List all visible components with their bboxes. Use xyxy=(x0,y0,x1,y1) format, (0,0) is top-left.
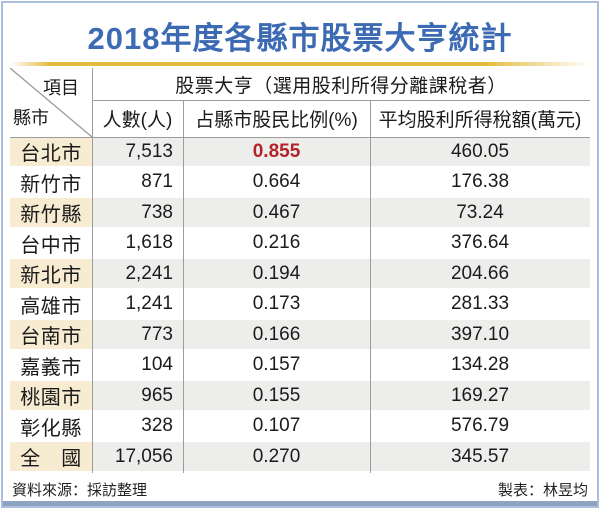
cell-ratio: 0.173 xyxy=(252,293,301,314)
cell-region: 新北市 xyxy=(10,259,92,288)
cell-region: 彰化縣 xyxy=(20,417,82,440)
cell-count: 965 xyxy=(92,381,183,410)
cell-count: 1,241 xyxy=(125,293,173,314)
cell-ratio: 0.107 xyxy=(252,415,301,436)
cell-region: 台北市 xyxy=(10,137,92,166)
table-row: 台南市 773 0.166 397.10 xyxy=(10,320,590,351)
footer: 資料來源：採訪整理 製表：林昱均 xyxy=(12,479,588,500)
cell-count: 773 xyxy=(92,320,183,349)
column-header-count: 人數(人) xyxy=(102,110,173,131)
cell-count: 104 xyxy=(141,354,173,375)
cell-region: 台南市 xyxy=(10,320,92,349)
cell-avg: 204.66 xyxy=(370,259,590,288)
cell-avg: 176.38 xyxy=(450,171,510,192)
source-note: 資料來源：採訪整理 xyxy=(12,482,148,499)
table-row: 新竹縣 738 0.467 73.24 xyxy=(10,198,590,229)
table-row: 嘉義市 104 0.157 134.28 xyxy=(10,351,590,381)
cell-region: 台中市 xyxy=(20,234,82,257)
grid-line-vertical xyxy=(183,100,184,473)
table-body: 台北市 7,513 0.855 460.05 新竹市 871 0.664 176.38 新竹縣 7… xyxy=(10,137,590,473)
cell-region: 新竹縣 xyxy=(10,198,92,227)
grid-line-horizontal xyxy=(10,137,590,138)
cell-region: 桃園市 xyxy=(10,381,92,410)
credit-note: 製表：林昱均 xyxy=(497,482,588,499)
table-row: 全 國 17,056 0.270 345.57 xyxy=(10,442,590,473)
cell-count: 738 xyxy=(92,198,183,227)
cell-ratio: 0.194 xyxy=(183,259,370,288)
grid-line-horizontal xyxy=(92,100,590,101)
cell-avg: 397.10 xyxy=(370,320,590,349)
table-row: 桃園市 965 0.155 169.27 xyxy=(10,381,590,412)
stats-table: 項目 縣市 股票大亨（選用股利所得分離課稅者） 人數(人) 占縣市股民比例(%)… xyxy=(10,68,590,473)
cell-region: 新竹市 xyxy=(20,173,82,196)
cell-ratio: 0.270 xyxy=(183,442,370,471)
table-row: 彰化縣 328 0.107 576.79 xyxy=(10,412,590,442)
corner-header-cell: 項目 縣市 xyxy=(10,68,92,137)
cell-ratio: 0.216 xyxy=(252,232,301,253)
cell-count: 2,241 xyxy=(92,259,183,288)
cell-count: 328 xyxy=(141,415,173,436)
cell-region: 嘉義市 xyxy=(20,356,82,379)
column-header-avg-tax: 平均股利所得稅額(萬元) xyxy=(378,110,582,131)
cell-avg: 281.33 xyxy=(450,293,510,314)
table-row: 台北市 7,513 0.855 460.05 xyxy=(10,137,590,168)
cell-avg: 376.64 xyxy=(450,232,510,253)
column-header-ratio: 占縣市股民比例(%) xyxy=(195,110,358,131)
corner-label-item: 項目 xyxy=(43,78,79,98)
grid-line-vertical xyxy=(370,100,371,473)
table-row: 高雄市 1,241 0.173 281.33 xyxy=(10,290,590,320)
page-title: 2018年度各縣市股票大亨統計 xyxy=(87,21,513,56)
group-header: 股票大亨（選用股利所得分離課稅者） xyxy=(175,75,507,97)
cell-count: 1,618 xyxy=(125,232,173,253)
table-header: 項目 縣市 股票大亨（選用股利所得分離課稅者） 人數(人) 占縣市股民比例(%)… xyxy=(10,68,590,137)
grid-line-vertical xyxy=(92,68,93,473)
bottom-accent-bar xyxy=(3,501,597,506)
cell-count: 7,513 xyxy=(92,137,183,166)
cell-avg: 169.27 xyxy=(370,381,590,410)
cell-ratio: 0.467 xyxy=(183,198,370,227)
cell-avg: 576.79 xyxy=(450,415,510,436)
table-row: 新北市 2,241 0.194 204.66 xyxy=(10,259,590,290)
cell-ratio: 0.166 xyxy=(183,320,370,349)
corner-label-county: 縣市 xyxy=(13,108,49,128)
cell-ratio: 0.155 xyxy=(183,381,370,410)
cell-count: 871 xyxy=(141,171,173,192)
cell-region: 全 國 xyxy=(10,442,92,471)
cell-avg: 460.05 xyxy=(370,137,590,166)
cell-ratio: 0.664 xyxy=(252,171,301,192)
cell-region: 高雄市 xyxy=(20,295,82,318)
cell-avg: 134.28 xyxy=(450,354,510,375)
table-row: 新竹市 871 0.664 176.38 xyxy=(10,168,590,198)
cell-ratio: 0.157 xyxy=(252,354,301,375)
cell-avg: 73.24 xyxy=(370,198,590,227)
gold-divider xyxy=(10,62,590,66)
diagonal-line xyxy=(10,68,92,137)
table-row: 台中市 1,618 0.216 376.64 xyxy=(10,229,590,259)
cell-count: 17,056 xyxy=(92,442,183,471)
cell-ratio: 0.855 xyxy=(183,137,370,166)
cell-avg: 345.57 xyxy=(370,442,590,471)
